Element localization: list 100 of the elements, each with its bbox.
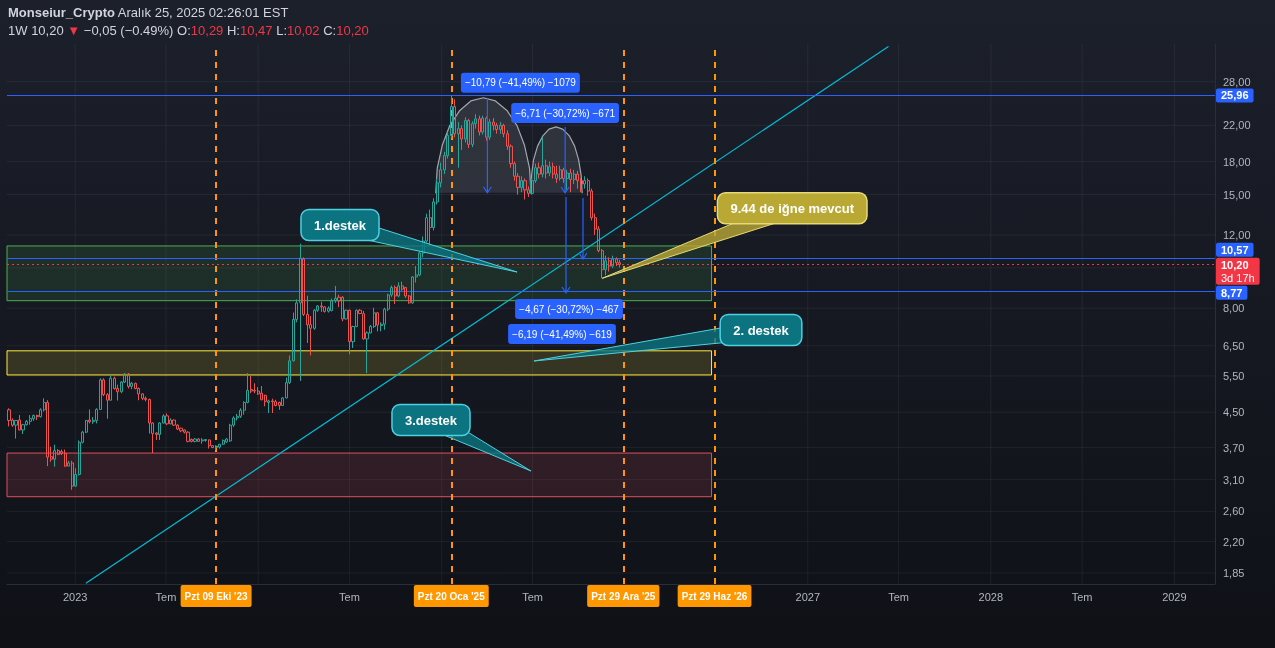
annotation: 2. destek [733, 322, 790, 338]
x-tick-label: 2027 [795, 591, 821, 603]
candlestick [520, 175, 523, 193]
y-tick-label: 1,85 [1223, 566, 1245, 579]
x-tick-label: Tem [1071, 591, 1093, 603]
candlestick [348, 309, 351, 355]
candlestick [14, 419, 18, 440]
candlestick [299, 243, 302, 382]
candlestick [130, 381, 133, 390]
candlestick [523, 177, 527, 200]
x-tick-label: 2029 [1162, 591, 1187, 603]
candlestick [67, 460, 70, 467]
candlestick [204, 438, 207, 443]
candlestick [608, 256, 611, 273]
candlestick [573, 169, 576, 185]
y-tick-label: 22,00 [1223, 119, 1251, 132]
ref-line-label: Pzt 29 Haz '26 [681, 590, 748, 602]
candlestick [313, 308, 316, 331]
candlestick [218, 443, 221, 450]
candlestick [569, 168, 572, 193]
candlestick [71, 460, 74, 491]
y-tick-label: 3,70 [1223, 441, 1245, 454]
y-tick-label: 15,00 [1223, 188, 1251, 201]
candlestick [464, 116, 467, 144]
candlestick [537, 162, 541, 179]
candlestick [18, 414, 21, 431]
ref-line-label: 10,20 3d 17h [1221, 258, 1255, 284]
candlestick [271, 398, 274, 414]
candlestick [215, 444, 218, 451]
candlestick [555, 165, 558, 184]
candlestick [193, 437, 197, 443]
y-tick-label: 6,50 [1223, 339, 1245, 352]
x-tick-label: Tem [888, 591, 909, 603]
y-tick-label: 8,00 [1223, 302, 1245, 315]
y-tick-label: 18,00 [1223, 155, 1251, 168]
candlestick [341, 295, 344, 322]
x-tick-label: Tem [339, 591, 360, 603]
candlestick [208, 438, 211, 450]
y-tick-label: 12,00 [1223, 228, 1251, 241]
ref-line-label: 25,96 [1221, 89, 1249, 102]
candlestick [492, 117, 495, 131]
candlestick [127, 372, 130, 390]
candlestick [165, 412, 169, 426]
ref-line-label: Pzt 29 Ara '25 [591, 590, 656, 602]
ref-line-label: 10,57 [1221, 243, 1249, 256]
candlestick [344, 309, 348, 320]
candlestick [109, 374, 112, 402]
candlestick [566, 169, 569, 191]
text: 1W 10,20 ▼ −0,05 (−0.49%) O:10,29 H:10,47 L:10,02 C:10,20 [8, 23, 369, 38]
candlestick [545, 159, 548, 179]
candlestick [488, 118, 491, 141]
candlestick [29, 414, 32, 426]
candlestick [46, 399, 49, 467]
x-tick-label: 2023 [62, 591, 88, 603]
candlestick [397, 281, 400, 298]
candlestick [201, 437, 204, 445]
candlestick [250, 375, 253, 394]
candlestick [559, 165, 562, 182]
candlestick [186, 430, 190, 443]
candlestick [460, 124, 463, 151]
annotation: 9.44 de iğne mevcut [730, 200, 855, 216]
candlestick [267, 399, 270, 414]
annotation: 3.destek [404, 412, 458, 428]
y-tick-label: 5,50 [1223, 369, 1245, 382]
candlestick [376, 311, 379, 332]
x-tick-label: 2028 [978, 591, 1004, 603]
candlestick [576, 170, 579, 190]
y-tick-label: 2,20 [1223, 535, 1245, 548]
annotation: −10,79 (−41,49%) −1079 [464, 77, 577, 89]
candlestick [53, 444, 56, 468]
y-tick-label: 3,10 [1223, 473, 1245, 486]
candlestick [615, 256, 618, 267]
candlestick [7, 407, 11, 427]
chart-subtitle: Aralık 25, 2025 02:26:01 EST [117, 5, 289, 20]
candlestick [457, 121, 460, 169]
y-tick-label: 4,50 [1223, 406, 1245, 419]
candlestick [278, 401, 281, 411]
candlestick [562, 167, 565, 184]
candlestick [495, 122, 498, 135]
candlestick [467, 118, 470, 149]
chart-title: Monseiur_Crypto [8, 5, 115, 20]
candlestick [583, 175, 586, 190]
candlestick [320, 301, 323, 313]
candlestick [323, 305, 326, 314]
candlestick [169, 417, 172, 425]
candlestick [611, 255, 614, 269]
candlestick [478, 115, 481, 136]
candlestick [453, 98, 456, 138]
candlestick [362, 310, 365, 341]
candlestick [137, 386, 140, 401]
candlestick [552, 162, 555, 179]
candlestick [21, 423, 25, 435]
y-tick-label: 28,00 [1223, 75, 1251, 88]
candlestick [541, 136, 544, 178]
candlestick [88, 408, 91, 424]
y-tick-label: 2,60 [1223, 505, 1245, 518]
candlestick [197, 437, 200, 443]
candlestick [548, 161, 551, 177]
ref-line-label: 8,77 [1221, 286, 1243, 299]
candlestick [394, 285, 397, 305]
